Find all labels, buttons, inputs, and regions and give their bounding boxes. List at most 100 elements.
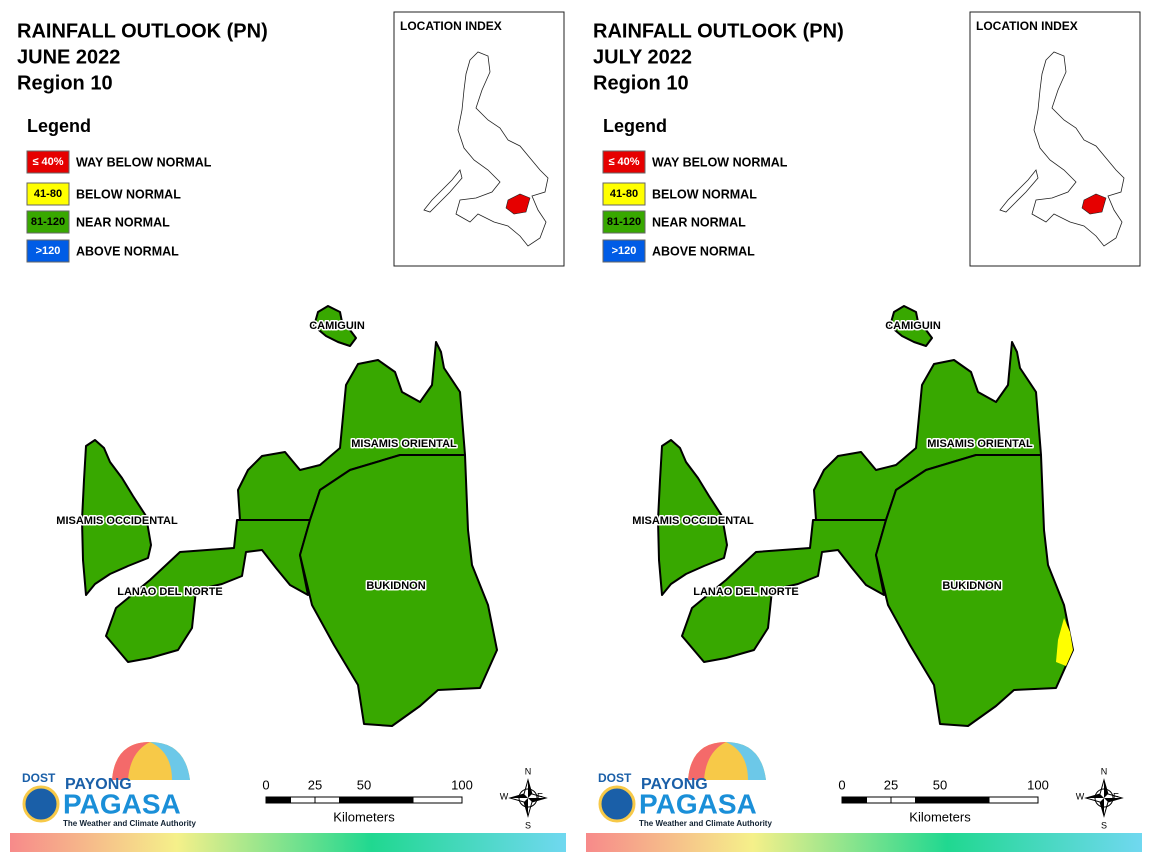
legend-label: WAY BELOW NORMAL xyxy=(652,155,788,169)
scale-tick-label: 50 xyxy=(933,777,947,792)
logo-pagasa: PAGASA xyxy=(639,788,757,819)
legend-swatch xyxy=(602,182,646,206)
scale-tick-label: 100 xyxy=(451,777,473,792)
legend-range: ≤ 40% xyxy=(32,156,63,168)
compass-letter: S xyxy=(525,820,531,830)
scale-tick-label: 100 xyxy=(1027,777,1049,792)
scale-segment xyxy=(265,796,291,804)
legend-range: 81-120 xyxy=(607,216,641,228)
scale-segment xyxy=(363,796,414,804)
legend-label: WAY BELOW NORMAL xyxy=(76,155,212,169)
legend-label: ABOVE NORMAL xyxy=(76,244,179,258)
compass-letter: N xyxy=(525,766,532,776)
scale-segment xyxy=(841,796,867,804)
title-line: JUNE 2022 xyxy=(17,46,120,68)
legend-range: >120 xyxy=(612,245,637,257)
region-shape xyxy=(299,454,498,727)
umbrella-left xyxy=(112,742,150,780)
legend-title: Legend xyxy=(27,116,91,136)
scale-segment xyxy=(890,796,916,804)
scale-segment xyxy=(866,796,892,804)
compass-letter: E xyxy=(537,791,543,801)
title-line: Region 10 xyxy=(17,72,113,94)
logo-payong: PAYONG xyxy=(65,776,132,793)
region-shape xyxy=(889,305,933,347)
scale-tick-label: 0 xyxy=(838,777,845,792)
location-index-title: LOCATION INDEX xyxy=(400,19,502,33)
legend-swatch xyxy=(26,239,70,263)
region-shape xyxy=(313,305,357,347)
compass-letter: S xyxy=(1101,820,1107,830)
panel: RAINFALL OUTLOOK (PN) JULY 2022 Region 10 L… xyxy=(586,11,1142,852)
legend-swatch xyxy=(602,150,646,174)
scale-unit: Kilometers xyxy=(909,809,971,824)
logo-dost: DOST xyxy=(598,771,632,785)
location-index-title: LOCATION INDEX xyxy=(976,19,1078,33)
legend-range: 41-80 xyxy=(34,188,62,200)
logo-tagline: The Weather and Climate Authority xyxy=(63,819,196,828)
region-label: MISAMIS OCCIDENTAL xyxy=(56,515,178,527)
scale-tick-label: 0 xyxy=(262,777,269,792)
scale-segment xyxy=(915,796,941,804)
region-highlight xyxy=(1081,193,1107,215)
compass-letter: E xyxy=(1113,791,1119,801)
logo-tagline: The Weather and Climate Authority xyxy=(639,819,772,828)
region-label: LANAO DEL NORTE xyxy=(693,586,799,598)
legend-label: NEAR NORMAL xyxy=(76,215,170,229)
scale-tick-label: 25 xyxy=(884,777,898,792)
legend-label: ABOVE NORMAL xyxy=(652,244,755,258)
scale-tick-label: 50 xyxy=(357,777,371,792)
region-label: BUKIDNON xyxy=(942,580,1001,592)
logo-payong: PAYONG xyxy=(641,776,708,793)
panel: RAINFALL OUTLOOK (PN) JUNE 2022 Region 10 L… xyxy=(10,11,566,852)
region-shape xyxy=(657,439,728,596)
color-band xyxy=(586,833,1142,852)
compass-star-inner xyxy=(1086,780,1122,816)
scale-tick-label: 25 xyxy=(308,777,322,792)
region-label: BUKIDNON xyxy=(366,580,425,592)
legend-range: ≤ 40% xyxy=(608,156,639,168)
legend-label: BELOW NORMAL xyxy=(652,187,757,201)
palawan-outline xyxy=(423,169,463,213)
scale-unit: Kilometers xyxy=(333,809,395,824)
legend-label: NEAR NORMAL xyxy=(652,215,746,229)
region-shape xyxy=(81,439,152,596)
region-label: MISAMIS ORIENTAL xyxy=(927,438,1033,450)
umbrella-right xyxy=(726,742,766,780)
legend-range: >120 xyxy=(36,245,61,257)
logo-pagasa: PAGASA xyxy=(63,788,181,819)
compass-ring xyxy=(1094,788,1114,808)
scale-segment xyxy=(988,796,1039,804)
logo-dost: DOST xyxy=(22,771,56,785)
legend-swatch xyxy=(26,210,70,234)
legend-swatch xyxy=(26,182,70,206)
scale-segment xyxy=(939,796,990,804)
region-shape xyxy=(875,454,1074,727)
color-band xyxy=(10,833,566,852)
palawan-outline xyxy=(999,169,1039,213)
compass-letter: W xyxy=(500,791,509,801)
umbrella-right xyxy=(150,742,190,780)
compass-ring xyxy=(518,788,538,808)
region-shape xyxy=(681,519,887,663)
title-line: JULY 2022 xyxy=(593,46,692,68)
title-line: Region 10 xyxy=(593,72,689,94)
region-highlight xyxy=(505,193,531,215)
region-label: MISAMIS ORIENTAL xyxy=(351,438,457,450)
scale-segment xyxy=(290,796,316,804)
legend-swatch xyxy=(26,150,70,174)
compass-letter: N xyxy=(1101,766,1108,776)
region-shape xyxy=(105,519,311,663)
region-label: LANAO DEL NORTE xyxy=(117,586,223,598)
region-label: CAMIGUIN xyxy=(309,320,365,332)
logo-seal xyxy=(598,785,636,823)
legend-range: 81-120 xyxy=(31,216,65,228)
legend-swatch xyxy=(602,239,646,263)
title-line: RAINFALL OUTLOOK (PN) xyxy=(593,20,844,42)
legend-range: 41-80 xyxy=(610,188,638,200)
legend-title: Legend xyxy=(603,116,667,136)
scale-segment xyxy=(412,796,463,804)
legend-label: BELOW NORMAL xyxy=(76,187,181,201)
region-label: MISAMIS OCCIDENTAL xyxy=(632,515,754,527)
